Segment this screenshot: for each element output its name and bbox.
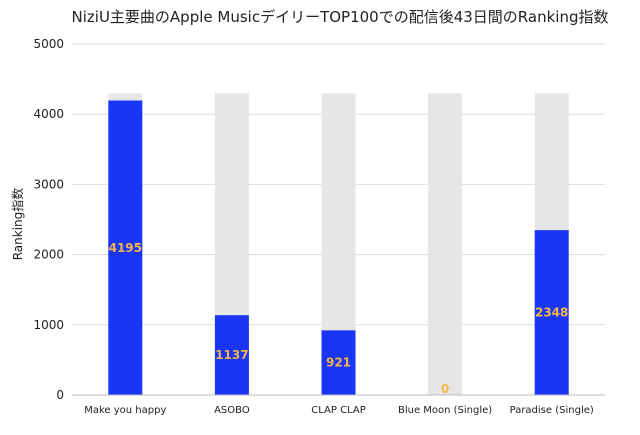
bar (534, 230, 569, 395)
x-categories: Make you happy ASOBO CLAP CLAP Blue Moon (S… (84, 405, 594, 416)
x-category-label: ASOBO (214, 405, 250, 416)
y-axis-label: Ranking指数 (10, 188, 25, 261)
background-bar (428, 93, 463, 395)
y-tick-label: 0 (56, 388, 64, 402)
y-tick-label: 3000 (33, 177, 64, 191)
data-labels: 4195 1137 921 0 2348 (109, 241, 569, 396)
x-category-label: Make you happy (84, 405, 166, 416)
bars (108, 100, 569, 396)
bar (214, 315, 249, 395)
data-label: 2348 (535, 306, 568, 320)
data-label: 1137 (215, 348, 248, 362)
data-label: 0 (441, 382, 449, 396)
bar (108, 100, 143, 396)
chart-title: NiziU主要曲のApple MusicデイリーTOP100での配信後43日間の… (72, 8, 609, 26)
y-tick-label: 1000 (33, 318, 64, 332)
bar (321, 330, 356, 395)
y-tick-label: 2000 (33, 248, 64, 262)
y-tick-label: 5000 (33, 37, 64, 51)
x-category-label: CLAP CLAP (311, 405, 366, 416)
data-label: 4195 (109, 241, 142, 255)
y-ticks: 0 1000 2000 3000 4000 5000 (33, 37, 64, 402)
data-label: 921 (326, 356, 351, 370)
x-category-label: Paradise (Single) (510, 405, 594, 416)
x-category-label: Blue Moon (Single) (398, 405, 492, 416)
y-tick-label: 4000 (33, 107, 64, 121)
